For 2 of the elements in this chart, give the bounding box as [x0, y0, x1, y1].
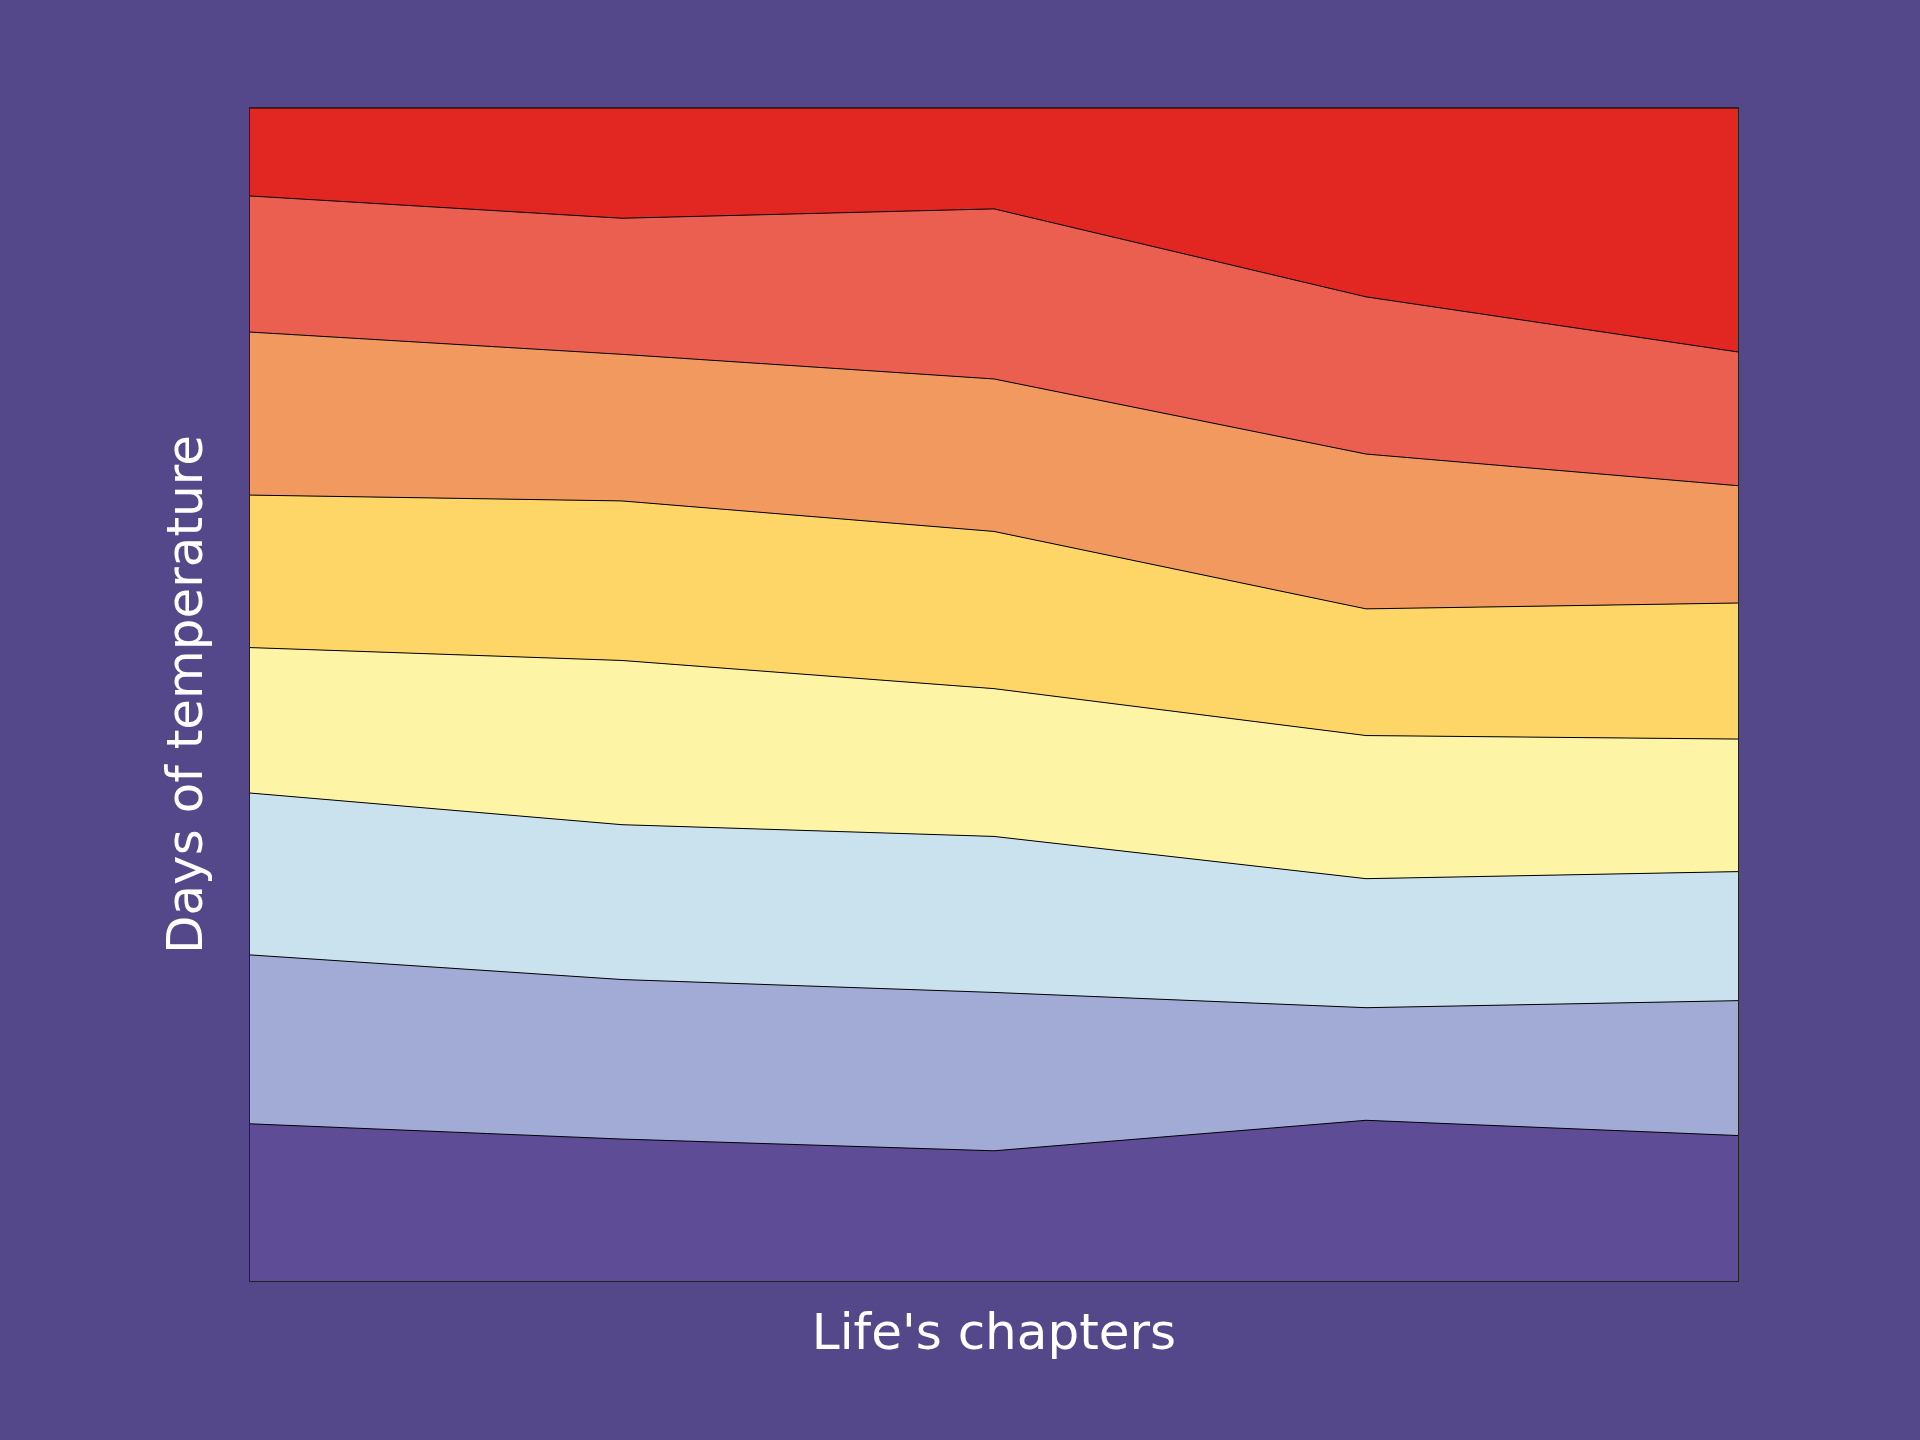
y-axis-title: Days of temperature [156, 434, 214, 955]
x-axis-title: Life's chapters [811, 1302, 1177, 1361]
